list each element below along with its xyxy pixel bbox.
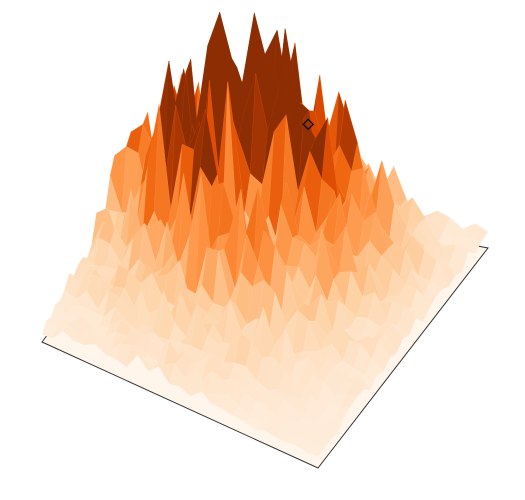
surface-facet (307, 442, 325, 457)
plot-overlay (302, 118, 315, 131)
surface-mesh (41, 12, 489, 457)
diamond-marker (302, 118, 315, 131)
